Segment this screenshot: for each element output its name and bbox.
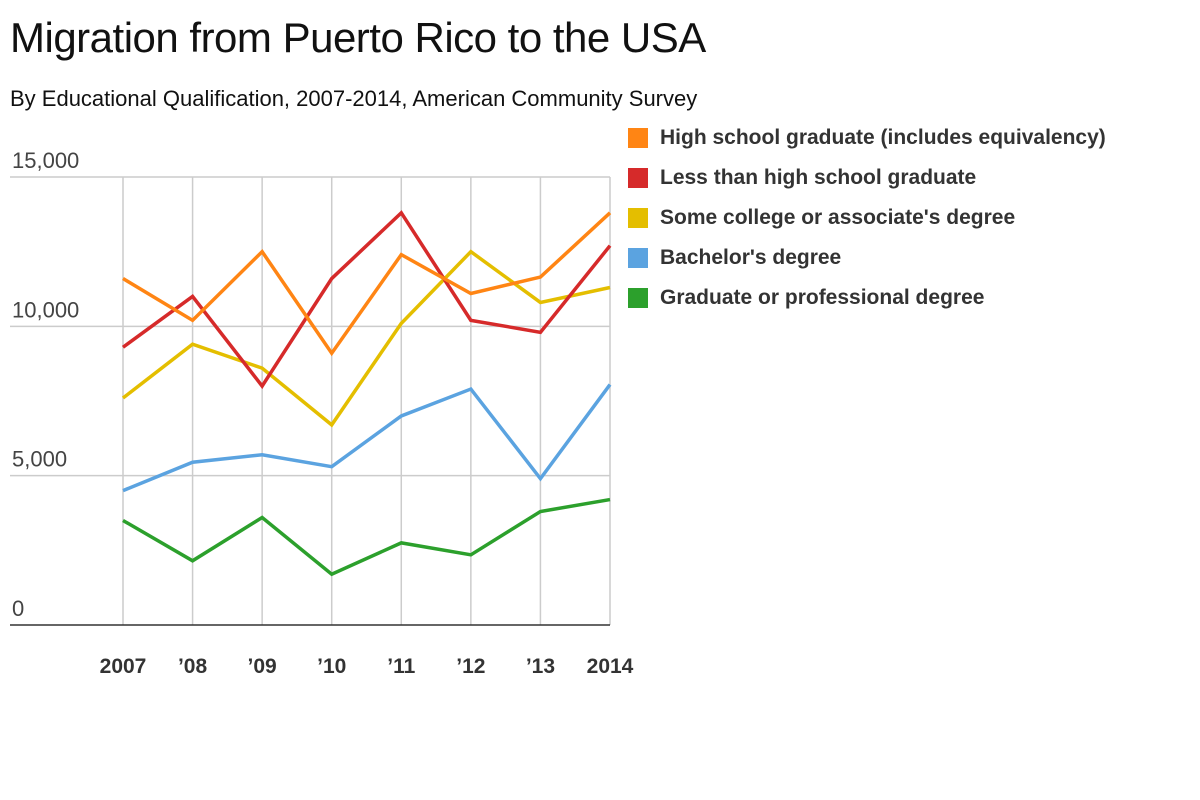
y-tick-label: 10,000: [12, 297, 79, 322]
chart-subtitle: By Educational Qualification, 2007-2014,…: [10, 86, 698, 111]
y-tick-label: 15,000: [12, 148, 79, 173]
x-tick-label: ’10: [317, 655, 346, 678]
legend-label: Graduate or professional degree: [660, 286, 985, 309]
x-tick-label: ’09: [248, 655, 277, 678]
y-tick-label: 5,000: [12, 447, 67, 472]
legend-swatch: [628, 288, 648, 308]
series-line-less-than-high-school-graduate: [121, 210, 612, 390]
legend-item: Graduate or professional degree: [628, 278, 1106, 318]
chart-title: Migration from Puerto Rico to the USA: [10, 14, 706, 61]
x-tick-label: 2007: [100, 655, 147, 678]
series-line-bachelor-s-degree: [122, 383, 612, 493]
x-tick-label: 2014: [587, 655, 634, 678]
legend-label: Less than high school graduate: [660, 166, 977, 189]
legend-swatch: [628, 208, 648, 228]
legend-swatch: [628, 248, 648, 268]
legend-label: High school graduate (includes equivalen…: [660, 126, 1106, 149]
y-tick-label: 0: [12, 596, 24, 621]
series-line-graduate-or-professional-degree: [122, 497, 611, 577]
legend-label: Bachelor's degree: [660, 246, 842, 269]
legend-label: Some college or associate's degree: [660, 206, 1016, 229]
legend-item: Some college or associate's degree: [628, 198, 1106, 238]
series-line-some-college-or-associate-s-degree: [121, 249, 611, 428]
legend-swatch: [628, 168, 648, 188]
legend-swatch: [628, 128, 648, 148]
x-tick-label: ’12: [456, 655, 485, 678]
x-tick-label: ’11: [387, 655, 415, 678]
series-line-high-school-graduate-includes-equivalency: [122, 211, 612, 357]
legend: High school graduate (includes equivalen…: [628, 118, 1106, 318]
legend-item: High school graduate (includes equivalen…: [628, 118, 1106, 158]
legend-item: Less than high school graduate: [628, 158, 1106, 198]
x-tick-label: ’13: [526, 655, 555, 678]
x-tick-label: ’08: [178, 655, 208, 678]
legend-item: Bachelor's degree: [628, 238, 1106, 278]
